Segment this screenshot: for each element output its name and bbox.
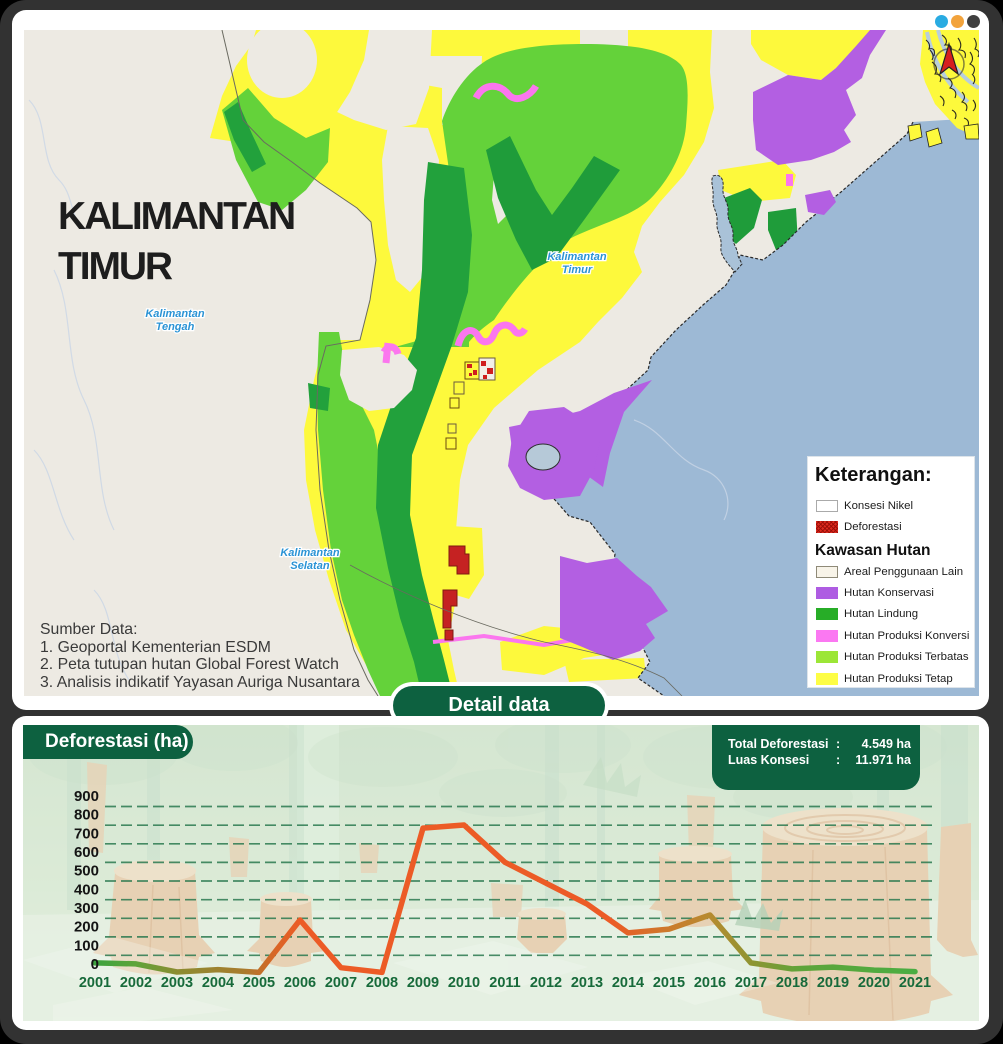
- svg-text:2015: 2015: [653, 975, 685, 991]
- svg-text:2008: 2008: [366, 975, 398, 991]
- svg-text:2011: 2011: [489, 975, 520, 991]
- svg-text:2019: 2019: [817, 975, 849, 991]
- svg-text:900: 900: [74, 788, 99, 805]
- svg-text:2018: 2018: [776, 975, 808, 991]
- svg-text:2012: 2012: [530, 975, 562, 991]
- svg-text:2020: 2020: [858, 975, 890, 991]
- svg-text:Kalimantan: Kalimantan: [547, 251, 607, 263]
- svg-text:0: 0: [91, 956, 99, 973]
- svg-text:400: 400: [74, 881, 99, 898]
- svg-text:800: 800: [74, 807, 99, 824]
- svg-text:600: 600: [74, 844, 99, 861]
- svg-text:2021: 2021: [899, 975, 931, 991]
- svg-text:2005: 2005: [243, 975, 275, 991]
- svg-text:2007: 2007: [325, 975, 357, 991]
- svg-text:2017: 2017: [735, 975, 767, 991]
- svg-text:2003: 2003: [161, 975, 193, 991]
- svg-text:2004: 2004: [202, 975, 234, 991]
- svg-text:2016: 2016: [694, 975, 726, 991]
- svg-text:Kalimantan: Kalimantan: [145, 308, 205, 320]
- svg-text:500: 500: [74, 863, 99, 880]
- svg-text:2009: 2009: [407, 975, 439, 991]
- svg-text:300: 300: [74, 900, 99, 917]
- svg-text:2014: 2014: [612, 975, 644, 991]
- svg-text:Kalimantan: Kalimantan: [280, 547, 340, 559]
- svg-text:2013: 2013: [571, 975, 603, 991]
- svg-text:2010: 2010: [448, 975, 480, 991]
- svg-text:Selatan: Selatan: [290, 560, 329, 572]
- svg-text:2006: 2006: [284, 975, 316, 991]
- svg-text:Tengah: Tengah: [156, 321, 195, 333]
- svg-text:2002: 2002: [120, 975, 152, 991]
- svg-text:2001: 2001: [79, 975, 111, 991]
- svg-text:700: 700: [74, 825, 99, 842]
- svg-text:200: 200: [74, 919, 99, 936]
- svg-text:Timur: Timur: [562, 264, 593, 276]
- svg-text:100: 100: [74, 937, 99, 954]
